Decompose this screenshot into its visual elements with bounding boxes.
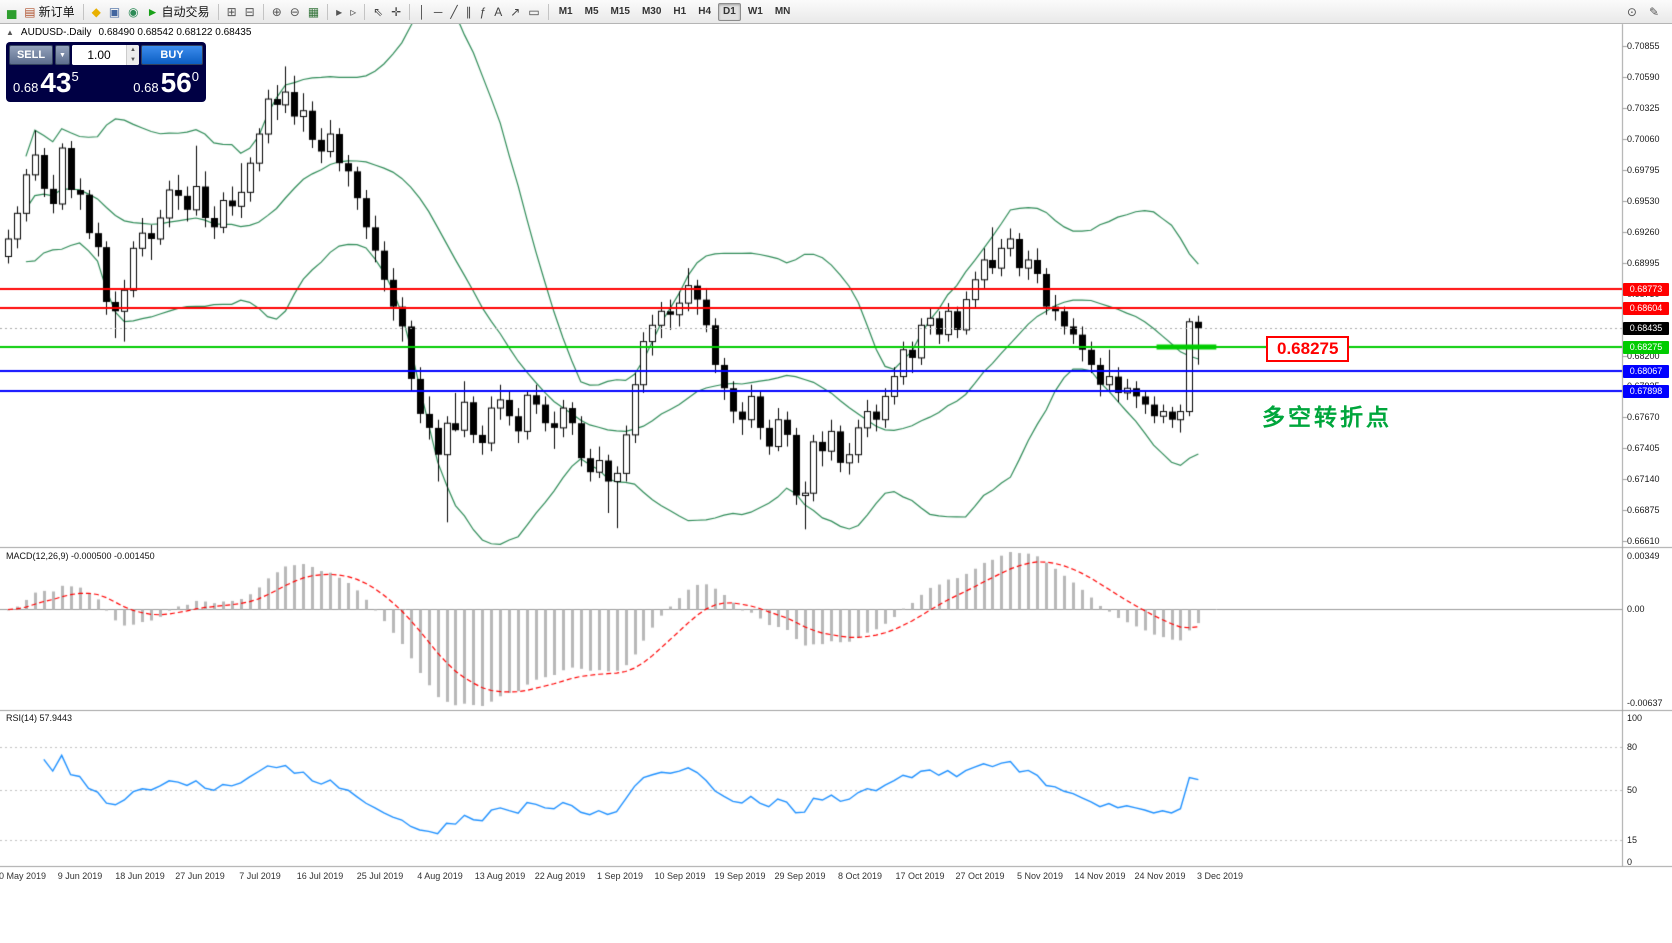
auto-scroll-icon: ▸ [336,4,343,19]
timeframe-h1[interactable]: H1 [673,6,687,17]
mql5-icon[interactable]: ◆ [88,2,105,22]
timeframe-d1[interactable]: D1 [718,2,741,21]
channel-icon[interactable]: ∥ [462,2,476,22]
indicator-list-icon: ▦ [307,4,320,19]
indicator-list-icon[interactable]: ▦ [304,2,323,22]
toolbar-separator [409,3,411,20]
annotation-text[interactable]: 多空转折点 [1262,404,1392,430]
price-callout[interactable]: 0.68275 [1266,336,1350,362]
crosshair-icon[interactable]: ✛ [387,2,405,22]
volume-up-icon[interactable]: ▲ [127,45,139,55]
cursor-icon[interactable]: ⇖ [369,2,387,22]
zoom-out-icon: ⊖ [289,4,300,19]
buy-price-pips: 56 [160,67,192,98]
market-icon: ◉ [128,4,139,19]
horizontal-line-icon[interactable]: ─ [430,2,447,22]
charts-window-icon: ▣ [108,4,121,19]
metaeditor-icon[interactable]: ✎ [1645,2,1663,22]
toolbar-separator [262,3,264,20]
tile-windows-icon: ⊞ [226,4,237,19]
arrow-tool-icon: ↗ [510,4,521,19]
sell-price-point: 5 [71,69,79,84]
buy-button[interactable]: BUY [141,45,203,65]
timeframe-w1[interactable]: W1 [747,6,763,17]
cascade-windows-icon[interactable]: ⊟ [241,2,259,22]
new-order-button[interactable]: ▤ 新订单 [20,2,78,22]
sell-price-pips: 43 [40,67,72,98]
new-order-button-label: 新订单 [38,5,75,19]
crosshair-icon: ✛ [391,4,402,19]
charts-window-icon[interactable]: ▣ [105,2,124,22]
zoom-in-icon: ⊕ [271,4,282,19]
text-icon[interactable]: A [490,2,506,22]
order-type-dropdown[interactable]: ▼ [55,45,70,65]
metaeditor-icon: ✎ [1648,4,1659,19]
timeframe-m5[interactable]: M5 [584,6,599,17]
buy-price[interactable]: 0.68 56 0 [133,67,199,99]
toolbar-separator [547,3,549,20]
vertical-line-icon: │ [418,4,426,19]
toolbar: ▅ ▤ 新订单 ◆ ▣ ◉ ► 自动交易 ⊞ ⊟ ⊕ ⊖ ▦ ▸ ▹ ⇖ ✛ │ ─ ╱ ∥ ƒ A ↗ ▭ M1 M5 M15 M30… [0,0,1672,24]
shapes-icon: ▭ [528,4,540,19]
sell-price[interactable]: 0.68 43 5 [13,67,79,99]
buy-price-point: 0 [191,69,199,84]
mql5-icon: ◆ [91,4,101,19]
buy-price-prefix: 0.68 [133,80,159,95]
timeframe-mn[interactable]: MN [774,6,791,17]
app-icon: ▅ [7,4,17,19]
toolbar-separator [82,3,84,20]
vertical-line-icon[interactable]: │ [414,2,430,22]
sell-button[interactable]: SELL [9,45,53,65]
app-icon: ▅ [3,2,20,22]
volume-spinner: ▲ ▼ [126,45,139,65]
volume-down-icon[interactable]: ▼ [127,55,139,65]
toolbar-separator [217,3,219,20]
toolbar-right-icons: ⊙ ✎ [1623,2,1669,22]
timeframe-m15[interactable]: M15 [610,6,630,17]
text-icon: A [494,4,503,19]
trendline-icon[interactable]: ╱ [446,2,461,22]
volume-box: ▲ ▼ [72,45,139,65]
trendline-icon: ╱ [450,4,458,19]
new-order-button: ▤ [24,4,36,19]
arrow-tool-icon[interactable]: ↗ [506,2,524,22]
fibonacci-icon[interactable]: ƒ [476,2,491,22]
chart-shift-icon: ▹ [350,4,357,19]
toolbar-separator [327,3,329,20]
sell-price-prefix: 0.68 [13,80,39,95]
chevron-down-icon: ▼ [59,51,66,59]
timeframe-m30[interactable]: M30 [641,6,662,17]
volume-input[interactable] [72,45,126,65]
timeframe-h4[interactable]: H4 [698,6,712,17]
tile-windows-icon[interactable]: ⊞ [223,2,241,22]
zoom-in-icon[interactable]: ⊕ [268,2,286,22]
chart-shift-icon[interactable]: ▹ [346,2,360,22]
horizontal-line-icon: ─ [433,4,443,19]
cursor-icon: ⇖ [373,4,384,19]
shapes-icon[interactable]: ▭ [524,2,543,22]
auto-scroll-icon[interactable]: ▸ [332,2,346,22]
search-icon[interactable]: ⊙ [1623,2,1641,22]
cascade-windows-icon: ⊟ [244,4,255,19]
autotrading-button: ► [146,4,159,19]
zoom-out-icon[interactable]: ⊖ [286,2,304,22]
autotrading-button-label: 自动交易 [161,5,210,19]
toolbar-separator [364,3,366,20]
fibonacci-icon: ƒ [479,4,487,19]
toolbar-left-groups: ▅ ▤ 新订单 ◆ ▣ ◉ ► 自动交易 ⊞ ⊟ ⊕ ⊖ ▦ ▸ ▹ ⇖ ✛ │ ─ ╱ ∥ ƒ A ↗ ▭ M1 M5 M15 M30… [3,2,796,22]
market-icon[interactable]: ◉ [124,2,142,22]
timeframe-m1[interactable]: M1 [558,6,573,17]
channel-icon: ∥ [465,4,472,19]
search-icon: ⊙ [1626,4,1637,19]
autotrading-button[interactable]: ► 自动交易 [143,2,214,22]
